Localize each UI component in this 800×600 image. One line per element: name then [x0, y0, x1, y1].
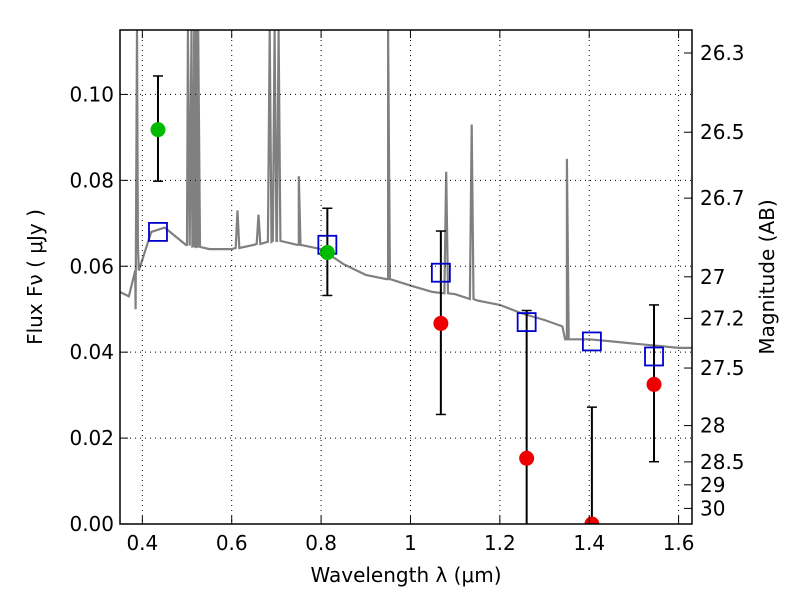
- x-tick-label: 1: [404, 531, 417, 555]
- clipped-series: [120, 30, 692, 524]
- x-tick-label: 0.8: [305, 531, 337, 555]
- x-tick-label: 1.6: [663, 531, 695, 555]
- x-tick-label: 1.2: [484, 531, 516, 555]
- detection-marker: [519, 450, 535, 466]
- plot-content: [120, 30, 692, 524]
- magnitude-tick-label: 29: [700, 473, 725, 497]
- magnitude-tick-label: 30: [700, 496, 725, 520]
- magnitude-tick-label: 28: [700, 414, 725, 438]
- detection-marker: [433, 315, 449, 331]
- detection-marker: [584, 516, 600, 524]
- magnitude-tick-label: 27.5: [700, 356, 745, 380]
- magnitude-tick-label: 27: [700, 265, 725, 289]
- synthetic-photometry-marker: [644, 346, 664, 367]
- synthetic-photometry-marker: [516, 312, 537, 333]
- grid: [120, 30, 692, 524]
- magnitude-tick-label: 27.2: [700, 306, 745, 330]
- detection-marker: [319, 245, 335, 261]
- detection-marker: [646, 376, 662, 392]
- magnitude-tick-label: 26.5: [700, 120, 745, 144]
- magnitude-tick-label: 28.5: [700, 450, 745, 474]
- x-axis-label: Wavelength λ (μm): [310, 563, 501, 587]
- detection-marker: [150, 122, 166, 138]
- magnitude-tick-label: 26.3: [700, 41, 745, 65]
- y-tick-label: 0.02: [69, 426, 114, 450]
- magnitude-axis-label: Magnitude (AB): [755, 199, 779, 354]
- synthetic-photometry-marker: [582, 331, 602, 352]
- y-tick-label: 0.10: [69, 82, 114, 106]
- x-tick-label: 0.4: [126, 531, 158, 555]
- y-tick-label: 0.00: [69, 512, 114, 536]
- y-axis-label: Flux Fν ( μJy ): [23, 209, 47, 345]
- y-tick-label: 0.06: [69, 254, 114, 278]
- x-tick-label: 0.6: [216, 531, 248, 555]
- axis-ticks: 0.4 0.6 0.8 1 1.2 1.4 1.6 0.00 0.02 0.04 0.06 0.08 0…: [69, 30, 745, 555]
- magnitude-tick-label: 26.7: [700, 186, 745, 210]
- x-tick-label: 1.4: [573, 531, 605, 555]
- y-tick-label: 0.08: [69, 168, 114, 192]
- synthetic-photometry-marker: [430, 262, 451, 283]
- plot-frame: [119, 29, 693, 525]
- synthetic-photometry-marker: [148, 221, 168, 242]
- sed-model-line: [120, 30, 692, 349]
- y-tick-label: 0.04: [69, 340, 114, 364]
